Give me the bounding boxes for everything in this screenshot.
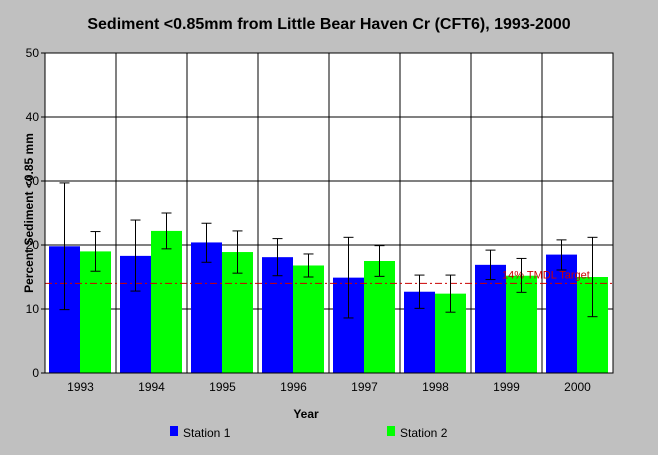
grid-lines [45, 53, 613, 373]
error-bars [59, 182, 598, 319]
x-tick-label: 2000 [564, 380, 591, 394]
y-tick-label: 30 [26, 174, 40, 188]
tmdl-target-label: 14% TMDL Target [502, 269, 590, 281]
bar-station-2 [151, 230, 182, 373]
bar-station-1 [475, 264, 506, 373]
legend-swatch-station-2 [387, 426, 395, 436]
x-tick-label: 1999 [493, 380, 520, 394]
x-tick-label: 1997 [351, 380, 378, 394]
bar-station-1 [262, 257, 293, 373]
y-tick-labels: 0 10 20 30 40 50 [26, 46, 45, 380]
y-axis-label: Percent Sediment <0.85 mm [22, 133, 36, 293]
x-tick-label: 1993 [67, 380, 94, 394]
plot-border [44, 52, 614, 374]
y-tick-label: 50 [26, 46, 40, 60]
bar-station-2 [364, 261, 395, 373]
y-tick-label: 10 [26, 302, 40, 316]
legend-label-station-2: Station 2 [400, 426, 448, 440]
x-tick-label: 1998 [422, 380, 449, 394]
legend-label-station-1: Station 1 [183, 426, 231, 440]
chart-title: Sediment <0.85mm from Little Bear Haven … [87, 16, 570, 33]
y-tick-label: 0 [32, 366, 39, 380]
legend: Station 1 Station 2 [170, 426, 448, 440]
bar-station-2 [293, 265, 324, 373]
y-tick-label: 20 [26, 238, 40, 252]
x-tick-label: 1995 [209, 380, 236, 394]
x-axis-label: Year [293, 407, 319, 421]
y-tick-label: 40 [26, 110, 40, 124]
bar-station-1 [191, 242, 222, 373]
x-tick-label: 1994 [138, 380, 165, 394]
legend-swatch-station-1 [170, 426, 178, 436]
bar-station-1 [546, 254, 577, 373]
reference-line-group: 14% TMDL Target [45, 269, 613, 284]
x-tick-labels: 1993 1994 1995 1996 1997 1998 1999 2000 [67, 380, 591, 394]
x-tick-label: 1996 [280, 380, 307, 394]
